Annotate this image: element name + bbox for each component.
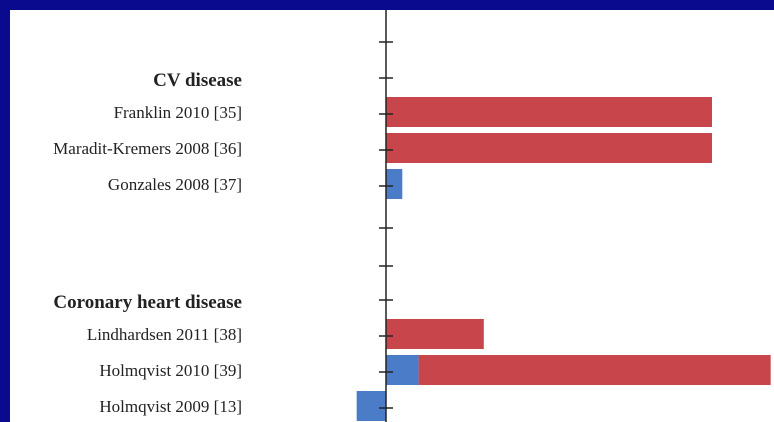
study-label: Franklin 2010 [35] (114, 103, 242, 122)
chart-panel: CV disease Franklin 2010 [35] Maradit-Krem… (10, 10, 774, 422)
increase-bar (418, 355, 771, 385)
increase-bar (386, 319, 484, 349)
group-label: CV disease (153, 70, 242, 91)
decrease-bar (356, 391, 386, 421)
study-label: Holmqvist 2010 [39] (99, 361, 242, 380)
study-label: Holmqvist 2009 [13] (99, 397, 242, 416)
group-label: Coronary heart disease (53, 292, 242, 313)
study-label: Gonzales 2008 [37] (108, 175, 242, 194)
decrease-bar (386, 169, 403, 199)
forest-bar-chart: CV disease Franklin 2010 [35] Maradit-Krem… (53, 10, 771, 422)
increase-bar (386, 97, 712, 127)
study-label: Maradit-Kremers 2008 [36] (53, 139, 242, 158)
increase-bar (386, 133, 712, 163)
study-label: Lindhardsen 2011 [38] (87, 325, 242, 344)
decrease-bar (386, 355, 419, 385)
